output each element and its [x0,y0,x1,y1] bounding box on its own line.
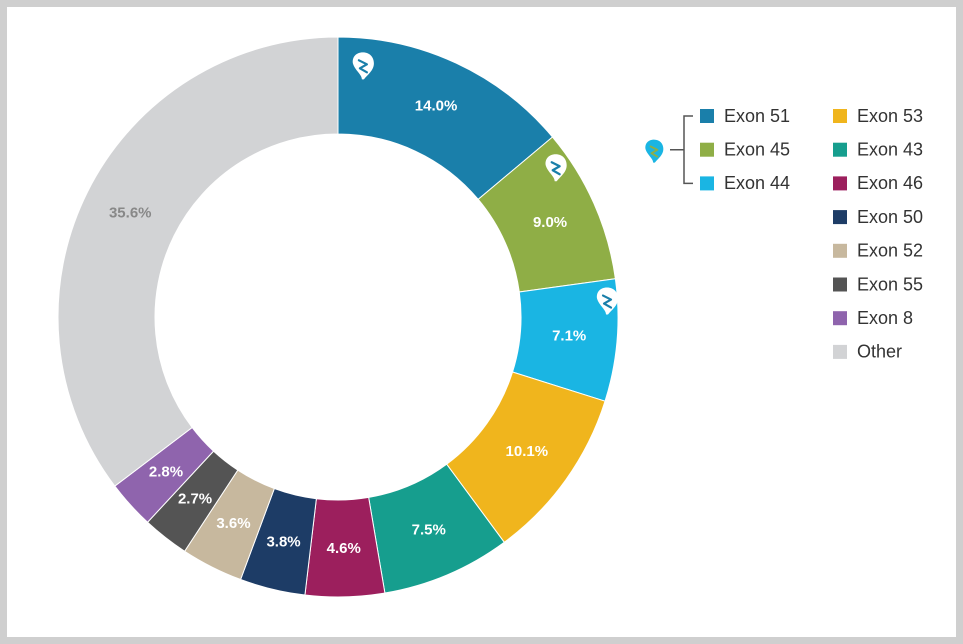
legend-item-exon-44: Exon 44 [700,173,790,193]
slice-label-exon-50: 3.8% [266,533,300,550]
slice-markers-layer [352,52,619,315]
legend-label-exon-51: Exon 51 [724,106,790,126]
slice-labels-layer: 14.0% 9.0% 7.1% 10.1% 7.5% 4.6% 3.8% 3.6%2.7% 2.… [109,98,586,557]
legend-swatch-exon-55 [833,277,847,292]
legend-label-exon-45: Exon 45 [724,139,790,159]
legend-item-exon-8: Exon 8 [833,308,913,328]
legend-swatch-other [833,344,847,359]
legend-label-exon-53: Exon 53 [857,106,923,126]
legend-swatch-exon-51 [700,109,714,123]
legend-item-exon-45: Exon 45 [700,139,790,159]
slice-label-exon-53: 10.1% [506,443,549,460]
legend-label-exon-52: Exon 52 [857,241,923,261]
legend: Exon 51 Exon 45 Exon 44 Exon 53 Exon 43 Exon … [645,106,923,362]
legend-item-exon-51: Exon 51 [700,106,790,126]
legend-marker-icon [645,139,664,163]
legend-item-exon-55: Exon 55 [833,274,923,294]
slice-label-exon-52: 3.6% [216,515,250,532]
slice-label-exon-44: 7.1% [552,327,586,344]
legend-swatch-exon-43 [833,142,847,157]
slice-label-other: 35.6% [109,205,152,222]
legend-item-exon-52: Exon 52 [833,241,923,261]
legend-label-exon-8: Exon 8 [857,308,913,328]
slice-label-exon-55: 2.7% [178,491,212,508]
legend-label-exon-55: Exon 55 [857,274,923,294]
marker-exon-51-icon [352,52,374,80]
legend-label-exon-50: Exon 50 [857,207,923,227]
legend-swatch-exon-45 [700,142,714,157]
legend-swatch-exon-8 [833,311,847,326]
legend-swatch-exon-52 [833,243,847,258]
slice-label-exon-51: 14.0% [415,98,458,115]
legend-item-exon-46: Exon 46 [833,173,923,193]
legend-swatch-exon-44 [700,176,714,191]
marker-exon-44-icon [596,287,619,315]
marker-exon-45-icon [545,154,567,182]
legend-swatch-exon-50 [833,210,847,225]
slice-label-exon-8: 2.8% [149,464,183,481]
slice-label-exon-46: 4.6% [327,540,361,557]
legend-label-exon-43: Exon 43 [857,139,923,159]
legend-label-exon-46: Exon 46 [857,173,923,193]
slices-layer [57,36,619,598]
legend-label-exon-44: Exon 44 [724,173,790,193]
slice-label-exon-43: 7.5% [412,521,446,538]
legend-bracket [670,115,693,185]
legend-item-exon-43: Exon 43 [833,139,923,159]
slice-label-exon-45: 9.0% [533,214,567,231]
legend-swatch-exon-53 [833,109,847,123]
legend-item-exon-50: Exon 50 [833,207,923,227]
slice-other [57,36,339,487]
legend-label-other: Other [857,342,902,362]
legend-item-exon-53: Exon 53 [833,106,923,126]
legend-swatch-exon-46 [833,176,847,191]
legend-item-other: Other [833,342,902,362]
